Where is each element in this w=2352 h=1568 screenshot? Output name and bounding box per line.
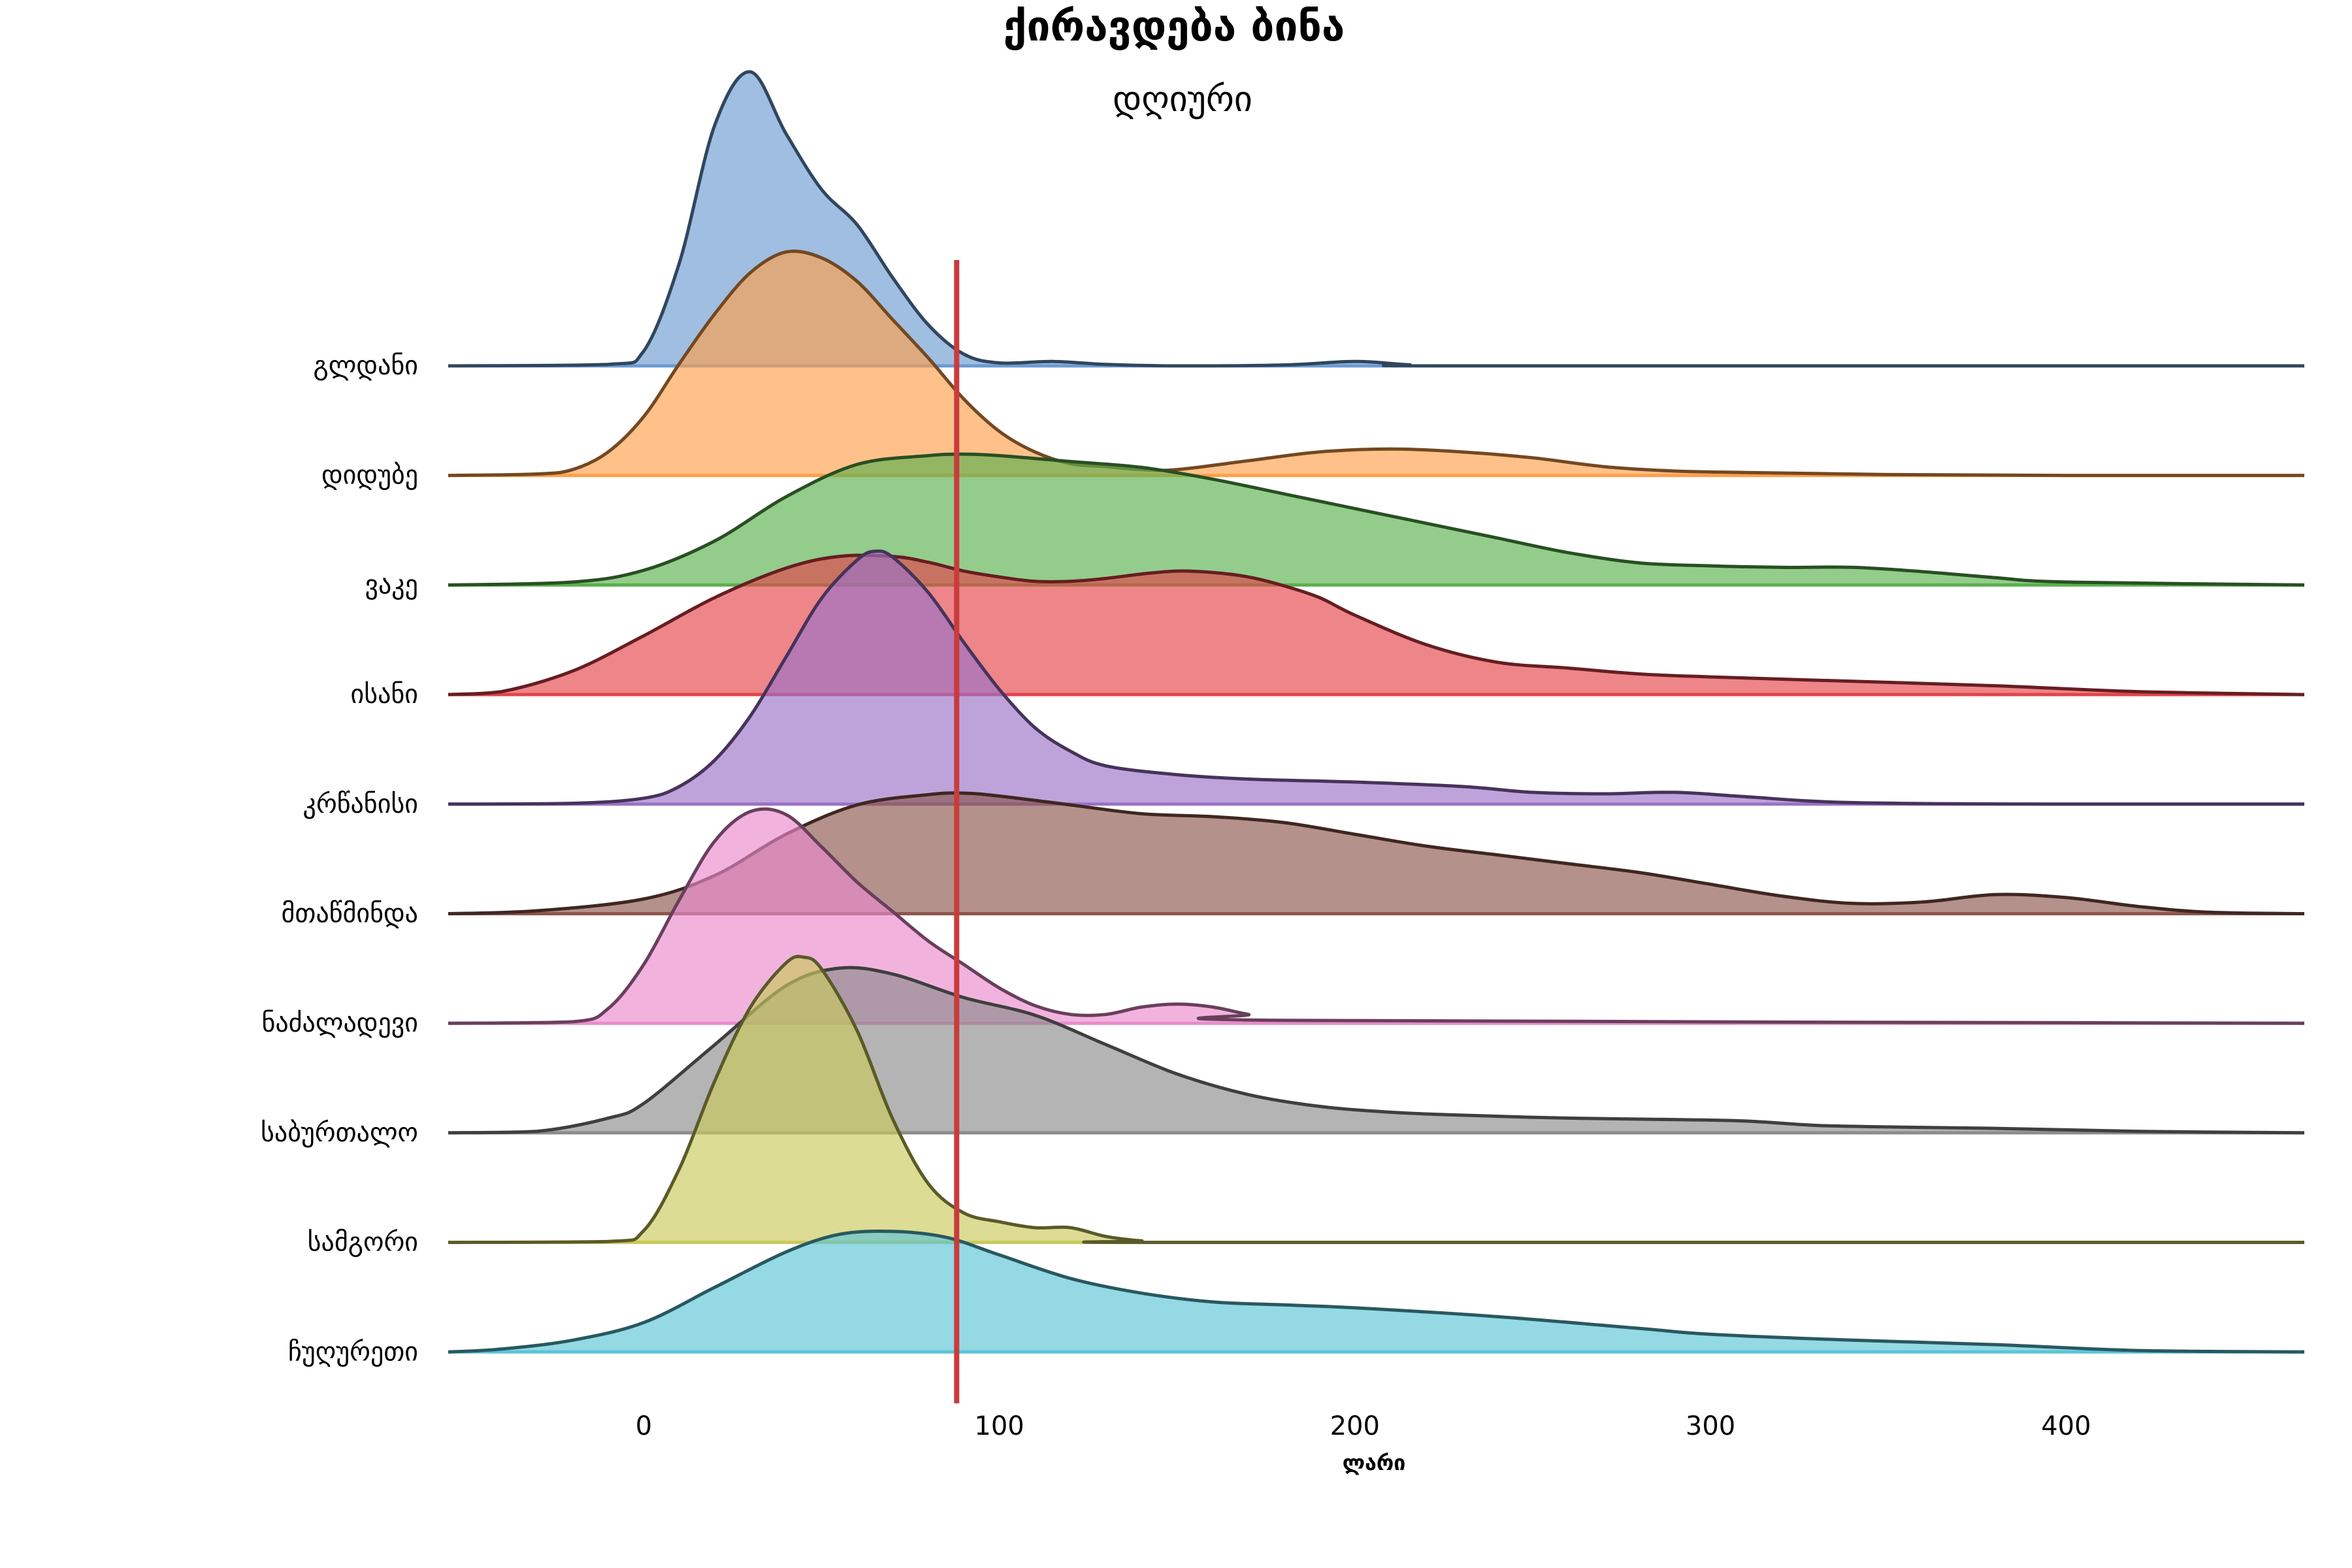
- ridge-10: [448, 1229, 2305, 1354]
- ridge-9: [448, 955, 2304, 1245]
- ridge-area: [448, 551, 2304, 804]
- category-label: გლდანი: [314, 351, 418, 381]
- category-label: მთაწმინდა: [282, 899, 418, 929]
- x-axis-ticks: 0 100 200 300 400: [636, 1411, 2091, 1441]
- x-tick-label: 400: [2041, 1411, 2091, 1441]
- x-tick-label: 200: [1330, 1411, 1380, 1441]
- category-labels: გლდანი დიდუბე ვაკე ისანი კრწანისი მთაწმინდა ნა…: [261, 351, 418, 1367]
- ridge-outline: [448, 966, 2305, 1135]
- ridge-area: [448, 809, 2304, 1024]
- ridge-area: [448, 251, 2304, 476]
- category-label: ვაკე: [365, 570, 418, 600]
- ridge-area: [448, 1231, 2304, 1352]
- ridge-outline: [448, 955, 2304, 1245]
- ridge-area: [448, 792, 2304, 914]
- chart-title: ქირავდება ბინა: [1004, 3, 1345, 51]
- ridge-outline: [448, 452, 2305, 587]
- category-label: სამგორი: [308, 1228, 418, 1258]
- category-label: საბურთალო: [261, 1118, 418, 1148]
- x-tick-label: 0: [636, 1411, 652, 1441]
- category-label: ნაძალადევი: [261, 1008, 418, 1038]
- ridge-area: [448, 956, 2304, 1243]
- ridge-area: [448, 967, 2304, 1133]
- ridge-outline: [448, 70, 2304, 368]
- ridge-area: [448, 71, 2304, 366]
- category-label: ისანი: [350, 679, 418, 710]
- category-label: კრწანისი: [303, 789, 418, 819]
- ridge-outline: [448, 553, 2305, 696]
- ridge-outline: [448, 807, 2305, 1025]
- category-label: ჩუღურეთი: [288, 1337, 418, 1367]
- category-label: დიდუბე: [321, 461, 418, 491]
- x-axis-label: ლარი: [1343, 1450, 1405, 1475]
- ridge-5: [448, 549, 2304, 806]
- x-tick-label: 300: [1686, 1411, 1735, 1441]
- ridge-area: [448, 454, 2304, 585]
- x-tick-label: 100: [974, 1411, 1024, 1441]
- chart-subtitle: დღიური: [1113, 78, 1252, 120]
- ridge-outline: [448, 549, 2304, 806]
- ridges-group: [448, 70, 2305, 1354]
- ridge-outline: [448, 1229, 2305, 1354]
